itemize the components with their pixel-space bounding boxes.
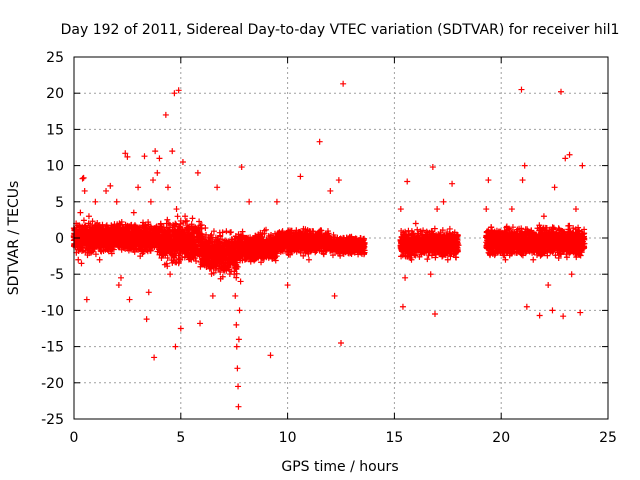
data-point	[174, 213, 181, 220]
data-point	[164, 263, 171, 270]
data-point	[164, 216, 171, 223]
data-point	[424, 256, 431, 263]
data-point	[446, 225, 453, 232]
data-point	[189, 215, 196, 222]
chart-title: Day 192 of 2011, Sidereal Day-to-day VTE…	[61, 22, 620, 38]
data-point	[164, 255, 171, 262]
data-point	[142, 222, 149, 229]
data-point	[223, 228, 230, 235]
data-point	[228, 229, 235, 236]
data-point	[80, 217, 87, 224]
data-point	[89, 218, 96, 225]
data-point	[157, 220, 164, 227]
grid-lines	[74, 57, 608, 419]
data-point	[147, 247, 154, 254]
data-point	[140, 249, 147, 256]
data-point	[92, 251, 99, 258]
data-points	[70, 80, 588, 410]
data-point	[110, 246, 117, 253]
data-point	[165, 220, 172, 227]
